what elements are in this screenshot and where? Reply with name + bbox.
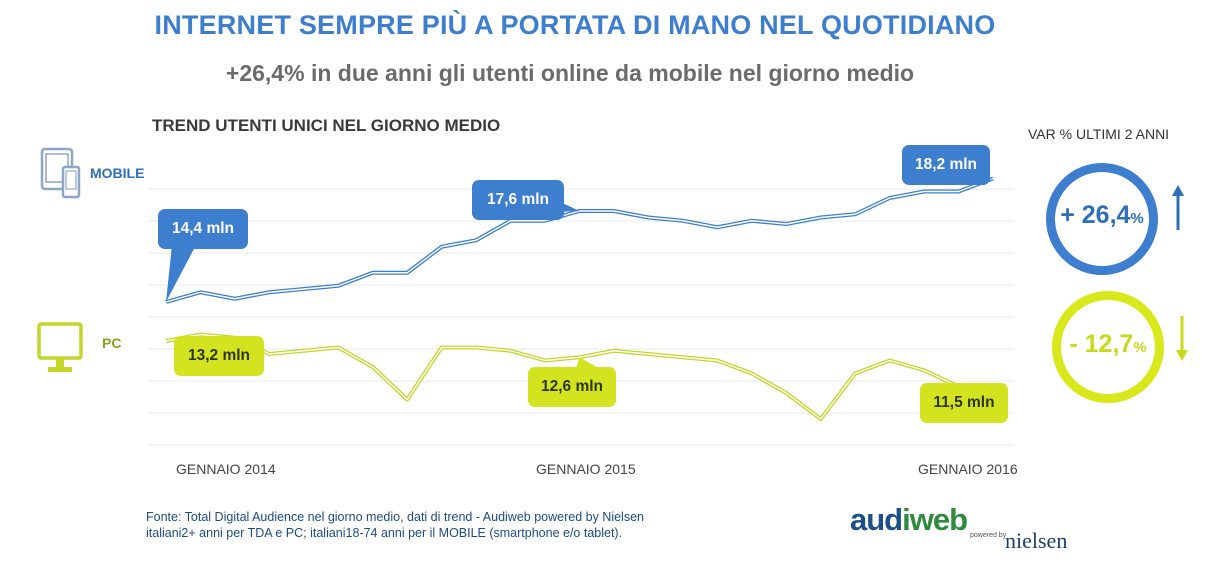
nielsen-logo: nielsen [1005, 528, 1068, 553]
legend-mobile-label: MOBILE [90, 165, 145, 181]
source-footnote: Fonte: Total Digital Audience nel giorno… [146, 509, 786, 541]
audiweb-logo: audiweb [850, 502, 968, 537]
callout-pointer-mobile-start [166, 245, 196, 302]
series-line-highlight-mobile [165, 177, 994, 303]
arrow-down-icon [1176, 316, 1188, 361]
mobile-variation-ring [1046, 163, 1158, 275]
mobile-variation-value: + 26,4% [1060, 201, 1144, 229]
legend-pc-label: PC [102, 335, 122, 351]
powered-by-label: powered by [970, 532, 1007, 539]
x-tick-label: GENNAIO 2016 [918, 461, 1018, 477]
callout-mobile-mid: 17,6 mln [472, 180, 564, 220]
variation-title: VAR % ULTIMI 2 ANNI [1028, 126, 1170, 142]
callout-pc-end: 11,5 mln [920, 383, 1008, 423]
smartphone-tablet-icon [40, 147, 81, 199]
pc-variation-ring [1052, 291, 1164, 403]
chart-grid [148, 188, 1013, 446]
page-title: INTERNET SEMPRE PIÙ A PORTATA DI MANO NE… [154, 10, 996, 40]
callout-mobile-start: 14,4 mln [158, 209, 248, 249]
callout-pointer-pc-mid [576, 357, 600, 369]
callout-mobile-end: 18,2 mln [902, 145, 990, 185]
callout-pc-mid: 12,6 mln [528, 367, 616, 407]
chart-title: TREND UTENTI UNICI NEL GIORNO MEDIO [152, 116, 501, 135]
series-line-mobile [165, 176, 994, 304]
pc-variation-value: - 12,7% [1069, 330, 1147, 358]
page-subtitle: +26,4% in due anni gli utenti online da … [225, 60, 915, 86]
arrow-up-icon [1172, 185, 1184, 230]
x-tick-label: GENNAIO 2015 [536, 461, 636, 477]
monitor-icon [37, 322, 83, 372]
callout-pc-start: 13,2 mln [174, 336, 264, 376]
footnote-line: italiani2+ anni per TDA e PC; italiani18… [146, 526, 623, 540]
footnote-line: Fonte: Total Digital Audience nel giorno… [146, 510, 644, 524]
x-tick-label: GENNAIO 2014 [176, 461, 276, 477]
